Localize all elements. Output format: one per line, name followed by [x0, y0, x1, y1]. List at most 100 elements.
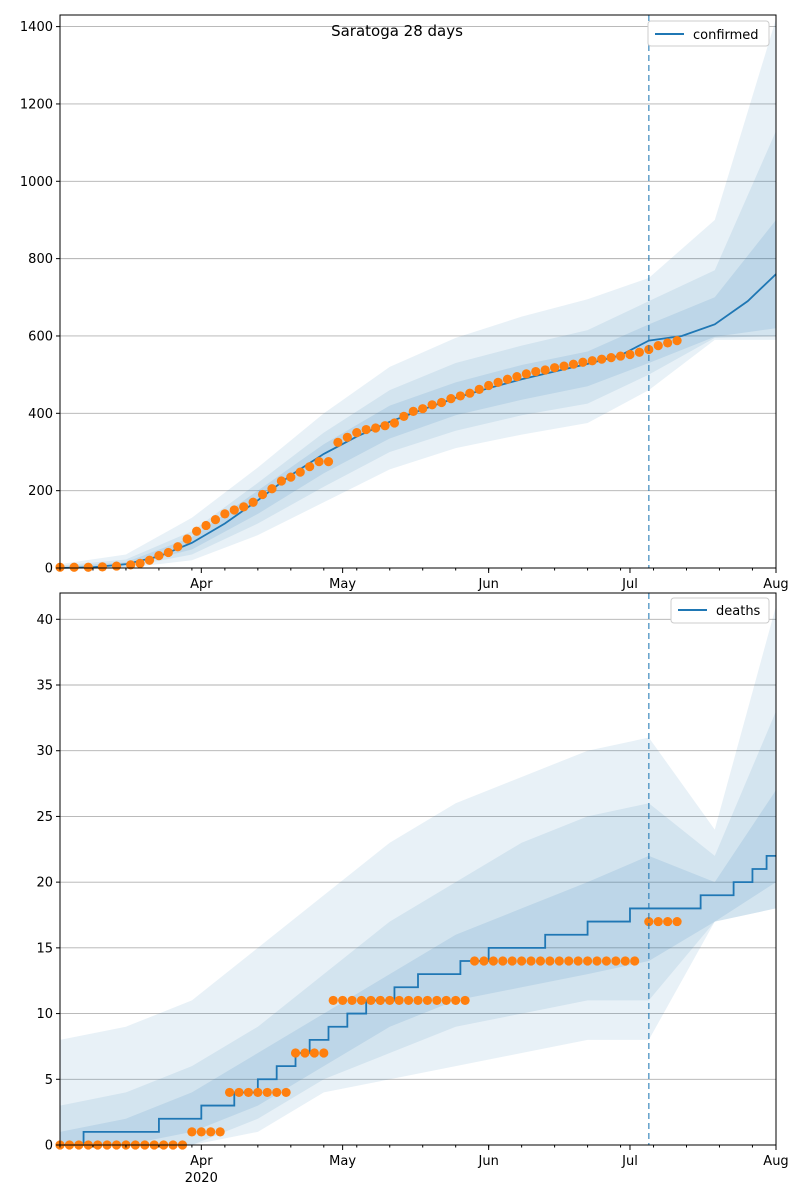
y-tick-label: 25 [36, 810, 53, 825]
observed-point [474, 384, 484, 394]
observed-point [597, 354, 607, 364]
x-tick-label: Jun [478, 577, 499, 592]
chart-title: Saratoga 28 days [331, 22, 463, 40]
observed-point [314, 457, 324, 467]
observed-point [653, 916, 663, 927]
observed-point [498, 956, 508, 966]
observed-point [587, 356, 597, 366]
y-tick-label: 5 [45, 1073, 53, 1088]
observed-point [526, 956, 536, 966]
observed-point [611, 956, 621, 966]
y-tick-label: 1200 [20, 97, 53, 112]
uncertainty-bands [60, 606, 776, 1145]
observed-point [663, 338, 673, 348]
observed-point [276, 476, 286, 486]
observed-point [559, 361, 569, 371]
observed-point [309, 1048, 319, 1058]
x-tick-label: Apr [190, 577, 213, 592]
observed-point [479, 956, 489, 966]
y-tick-label: 30 [36, 744, 53, 759]
observed-point [606, 353, 616, 363]
observed-point [620, 956, 630, 966]
observed-point [111, 561, 122, 571]
legend: deaths [670, 597, 770, 624]
observed-point [206, 1127, 216, 1137]
observed-point [460, 995, 470, 1006]
observed-point [192, 526, 202, 536]
y-tick-label: 800 [28, 252, 53, 267]
observed-point [535, 956, 546, 966]
observed-point [672, 916, 682, 927]
observed-point [550, 363, 560, 373]
x-tick-label: Jul [621, 577, 638, 592]
observed-point [262, 1087, 272, 1098]
observed-point [196, 1127, 206, 1137]
observed-point [644, 916, 654, 927]
observed-point [517, 956, 527, 966]
observed-point [469, 956, 480, 966]
observed-point [342, 432, 352, 442]
series-line-deaths [60, 854, 776, 1146]
plot-area [60, 15, 776, 568]
observed-point [601, 956, 612, 966]
deaths-panel: 0 5 10 15 20 25 30 35 40 Apr 2020 May Jun Jul Aug dea… [36, 592, 789, 1186]
y-tick-label: 1400 [20, 20, 53, 35]
observed-point [229, 505, 239, 515]
observed-point [224, 1087, 235, 1098]
observed-point [323, 457, 334, 467]
observed-point [356, 995, 367, 1006]
observed-point [653, 341, 663, 351]
y-tick-label: 15 [36, 941, 53, 956]
observed-point [371, 423, 381, 433]
observed-point [361, 424, 371, 435]
observed-point [554, 956, 564, 966]
legend-label: confirmed [693, 28, 759, 43]
observed-points [55, 336, 682, 572]
observed-point [531, 366, 541, 377]
observed-point [564, 956, 574, 966]
observed-point [215, 1127, 225, 1137]
observed-point [512, 371, 522, 382]
observed-point [253, 1087, 263, 1098]
legend-label: deaths [716, 604, 761, 619]
observed-point [573, 956, 583, 966]
uncertainty-band-middle [60, 711, 776, 1145]
observed-point [507, 956, 517, 966]
observed-point [432, 995, 442, 1006]
observed-point [187, 1127, 197, 1137]
observed-point [328, 995, 338, 1006]
x-tick-label: Jun [478, 1154, 499, 1169]
observed-point [375, 995, 385, 1006]
observed-point [408, 406, 418, 416]
observed-point [234, 1087, 244, 1098]
observed-point [182, 534, 192, 544]
y-tick-label: 0 [45, 562, 53, 577]
observed-point [413, 995, 423, 1006]
observed-point [239, 502, 249, 512]
uncertainty-band-outer [60, 18, 776, 569]
observed-point [582, 956, 593, 966]
observed-point [399, 411, 409, 422]
observed-point [83, 562, 93, 572]
observed-point [418, 404, 428, 414]
observed-point [126, 560, 136, 570]
uncertainty-band-outer [60, 606, 776, 1145]
x-tick-label: Jul [621, 1154, 638, 1169]
y-tick-label: 10 [36, 1007, 53, 1022]
observed-point [493, 377, 503, 387]
observed-point [663, 916, 673, 927]
observed-point [592, 956, 602, 966]
observed-point [484, 380, 494, 391]
observed-point [243, 1087, 254, 1098]
observed-point [300, 1048, 310, 1058]
y-tick-label: 600 [28, 329, 53, 344]
y-tick-label: 20 [36, 876, 53, 891]
observed-point [403, 995, 414, 1006]
observed-point [630, 956, 640, 966]
x-tick-label: Aug [763, 1154, 788, 1169]
observed-point [267, 484, 277, 494]
observed-point [672, 336, 682, 346]
y-tick-label: 40 [36, 613, 53, 628]
observed-point [427, 400, 437, 410]
